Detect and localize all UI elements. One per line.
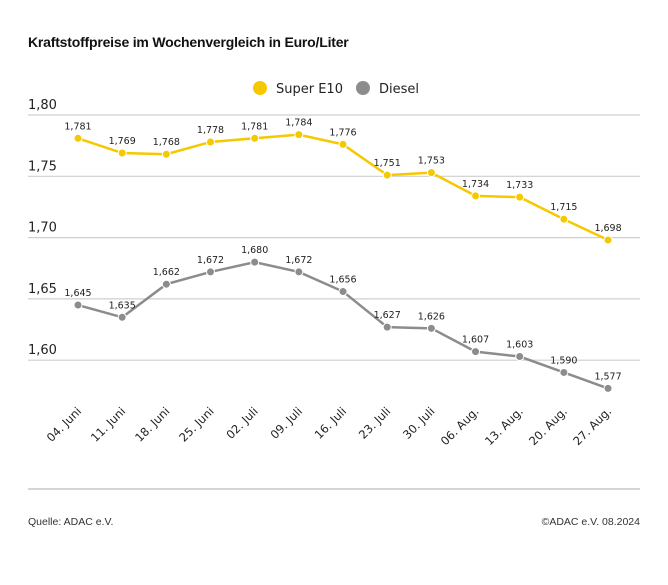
data-point [206,267,216,277]
data-point [338,139,348,149]
x-tick-label: 27. Aug. [570,404,614,448]
y-tick-label: 1,60 [28,343,57,358]
y-tick-label: 1,65 [28,282,57,297]
x-tick-label: 13. Aug. [482,404,526,448]
data-point [161,149,171,159]
data-label: 1,769 [109,136,136,147]
data-point [250,133,260,143]
data-label: 1,715 [550,202,577,213]
data-label: 1,603 [506,340,533,351]
data-label: 1,781 [64,121,91,132]
data-point [515,352,525,362]
data-point [603,235,613,245]
data-label: 1,776 [329,127,356,138]
data-label: 1,627 [374,310,401,321]
data-point [426,168,436,178]
data-label: 1,590 [550,355,577,366]
x-tick-label: 16. Juli [312,404,349,441]
x-tick-label: 20. Aug. [526,404,570,448]
legend-marker [253,81,267,95]
data-label: 1,662 [153,267,180,278]
data-label: 1,781 [241,121,268,132]
data-point [73,133,83,143]
x-tick-label: 04. Juni [44,404,84,444]
data-label: 1,607 [462,335,489,346]
legend-label: Diesel [379,82,419,97]
data-point [559,367,569,377]
data-label: 1,577 [594,371,621,382]
data-label: 1,751 [374,158,401,169]
data-label: 1,734 [462,179,489,190]
data-label: 1,656 [329,275,356,286]
y-tick-label: 1,80 [28,98,57,113]
data-point [471,347,481,357]
copyright-note: ©ADAC e.V. 08.2024 [541,516,640,528]
data-label: 1,672 [197,255,224,266]
data-point [73,300,83,310]
data-label: 1,645 [64,288,91,299]
x-tick-label: 18. Juni [132,404,172,444]
data-label: 1,784 [285,118,312,129]
x-tick-label: 23. Juli [356,404,393,441]
data-label: 1,753 [418,156,445,167]
x-tick-label: 09. Juli [267,404,304,441]
x-tick-label: 11. Juni [88,404,128,444]
source-note: Quelle: ADAC e.V. [28,516,114,528]
data-label: 1,626 [418,311,445,322]
legend-marker [355,81,370,95]
data-label: 1,768 [153,137,180,148]
y-tick-label: 1,75 [28,159,57,174]
data-point [603,383,613,393]
data-point [382,170,392,180]
data-label: 1,733 [506,180,533,191]
data-label: 1,698 [594,223,621,234]
data-label: 1,672 [285,255,312,266]
data-label: 1,635 [109,300,136,311]
chart-title: Kraftstoffpreise im Wochenvergleich in E… [28,34,349,50]
data-point [250,257,260,267]
data-point [382,322,392,332]
data-point [117,312,127,322]
data-label: 1,680 [241,245,268,256]
data-point [294,267,304,277]
data-point [559,214,569,224]
data-point [471,191,481,201]
legend-label: Super E10 [276,82,343,97]
data-label: 1,778 [197,125,224,136]
x-tick-label: 02. Juli [223,404,260,441]
data-point [117,148,127,158]
data-point [206,137,216,147]
data-point [294,130,304,140]
x-tick-label: 30. Juli [400,404,437,441]
x-tick-label: 06. Aug. [438,404,482,448]
data-point [515,192,525,202]
data-point [338,287,348,297]
y-tick-label: 1,70 [28,221,57,236]
data-point [426,323,436,333]
data-point [161,279,171,289]
x-tick-label: 25. Juni [176,404,216,444]
